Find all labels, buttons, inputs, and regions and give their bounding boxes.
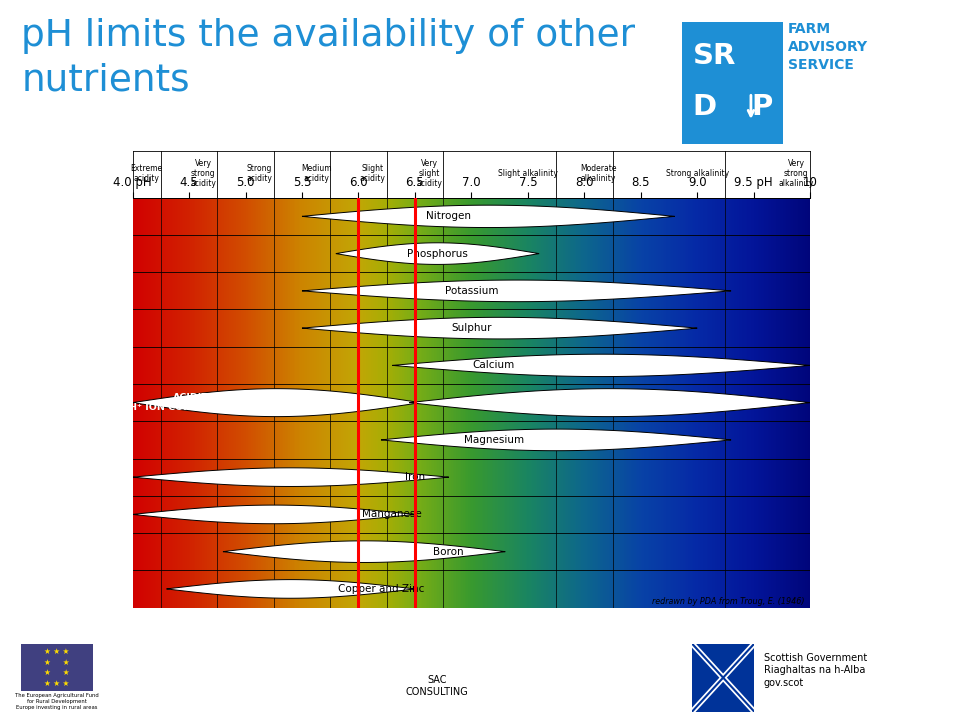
Text: P: P [751,93,773,121]
Text: Slight
acidity: Slight acidity [359,164,385,183]
Polygon shape [133,505,415,523]
Polygon shape [133,389,421,416]
Text: Strong alkalinity: Strong alkalinity [666,169,728,178]
Polygon shape [223,541,505,562]
Text: ★ ★ ★
★     ★
★     ★
★ ★ ★: ★ ★ ★ ★ ★ ★ ★ ★ ★ ★ [44,647,70,687]
Bar [21,644,93,692]
Text: Very
strong
alkalinity: Very strong alkalinity [778,159,814,188]
Polygon shape [166,580,415,598]
Text: Magnesium: Magnesium [464,435,524,445]
Text: Phosphorus: Phosphorus [407,249,468,259]
Polygon shape [302,205,675,227]
Text: SAC
CONSULTING: SAC CONSULTING [406,675,469,697]
Polygon shape [133,468,449,487]
Text: D: D [692,93,717,121]
Polygon shape [381,429,731,451]
Text: SR: SR [692,42,736,70]
Text: Potassium: Potassium [445,286,498,296]
Text: Moderate
alkalinity: Moderate alkalinity [580,164,617,183]
Polygon shape [409,389,810,416]
Text: Extreme
acidity: Extreme acidity [131,164,162,183]
Text: Sulphur: Sulphur [451,323,492,333]
Text: Strong
acidity: Strong acidity [247,164,273,183]
Polygon shape [392,354,810,377]
Text: Slight alkalinity: Slight alkalinity [498,169,557,178]
Polygon shape [302,280,731,302]
Text: Scottish Government
Riaghaltas na h-Alba
gov.scot: Scottish Government Riaghaltas na h-Alba… [764,653,867,687]
Text: Boron: Boron [433,546,464,557]
Polygon shape [302,317,698,339]
Polygon shape [335,243,539,265]
Text: FARM
ADVISORY
SERVICE: FARM ADVISORY SERVICE [788,22,868,73]
Text: Iron: Iron [405,472,425,482]
Text: Calcium: Calcium [473,360,515,370]
Text: Very
strong
acidity: Very strong acidity [190,159,216,188]
Text: ALKALINITY
OH⁾ ION CONCENTRATION: ALKALINITY OH⁾ ION CONCENTRATION [573,393,709,412]
Text: redrawn by PDA from Troug, E. (1946): redrawn by PDA from Troug, E. (1946) [652,597,804,605]
Text: Nitrogen: Nitrogen [427,211,471,221]
Text: The European Agricultural Fund
for Rural Development
Europe investing in rural a: The European Agricultural Fund for Rural… [15,693,99,710]
Text: pH limits the availability of other
nutrients: pH limits the availability of other nutr… [21,18,635,99]
Text: ACIDITY
H⁺ ION CONCENTRATION: ACIDITY H⁺ ION CONCENTRATION [130,393,260,412]
Text: Manganese: Manganese [362,510,422,519]
Text: Very
slight
acidity: Very slight acidity [416,159,442,188]
Text: Copper and Zinc: Copper and Zinc [338,584,424,594]
Text: Medium
acidity: Medium acidity [301,164,332,183]
